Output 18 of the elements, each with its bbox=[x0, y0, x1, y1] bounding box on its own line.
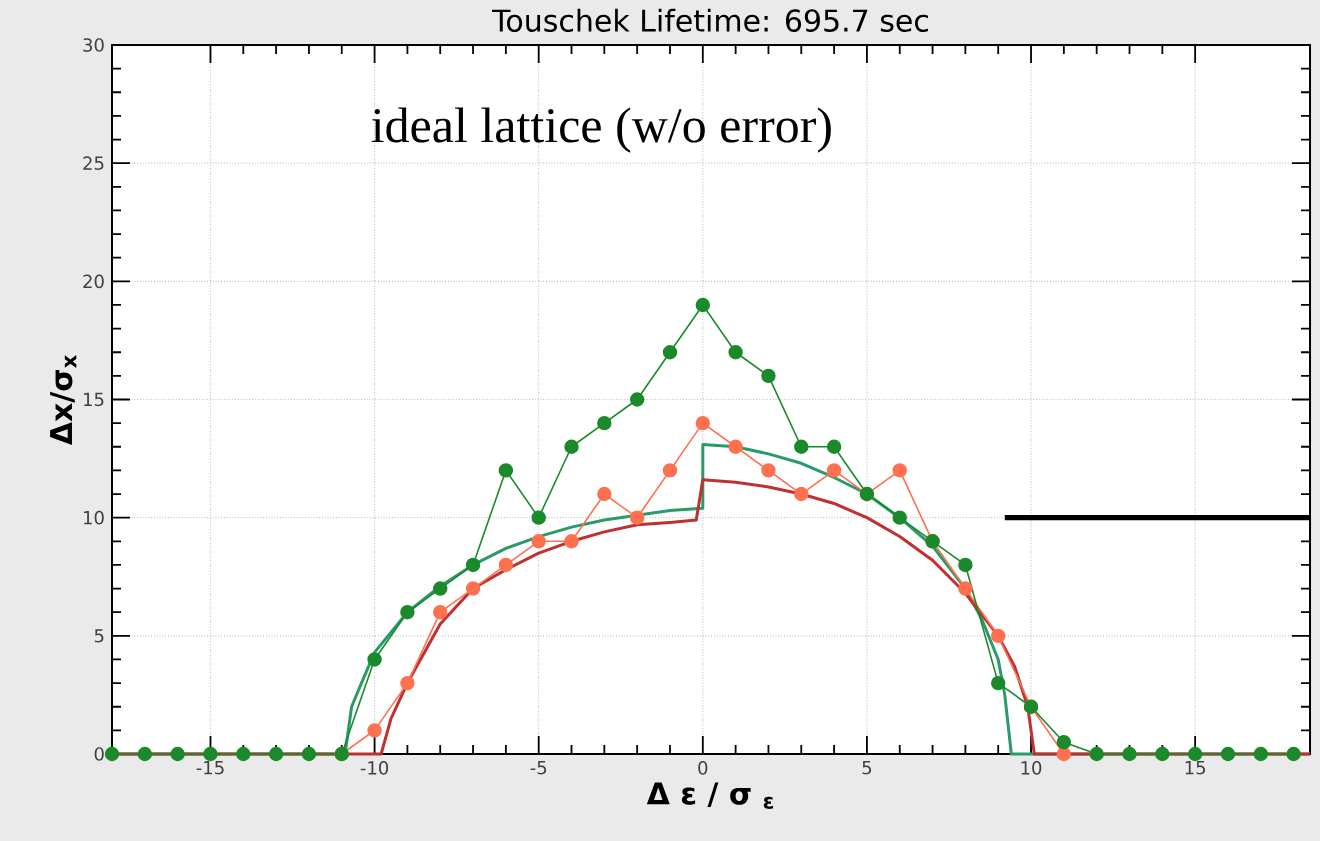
y-axis-title: Δx/σ$_{x}$ bbox=[50, 355, 77, 446]
x-tick-label: -10 bbox=[360, 761, 389, 775]
y-tick-label: 25 bbox=[83, 156, 104, 170]
annotation: ideal lattice (w/o error) bbox=[371, 107, 831, 153]
chart-title: Touschek Lifetime: 695.7 sec bbox=[492, 8, 928, 32]
x-tick-label: -5 bbox=[530, 761, 547, 775]
x-tick-label: 10 bbox=[1021, 761, 1042, 775]
x-tick-label: -15 bbox=[196, 761, 224, 775]
y-tick-label: 15 bbox=[84, 392, 104, 407]
y-tick-label: 30 bbox=[83, 38, 104, 52]
x-tick-label: 15 bbox=[1185, 761, 1206, 775]
y-tick-label: 0 bbox=[94, 747, 104, 761]
y-tick-label: 20 bbox=[83, 274, 104, 289]
x-tick-label: 5 bbox=[862, 761, 872, 775]
y-tick-label: 5 bbox=[94, 629, 104, 643]
x-axis-title: Δ ε / σ $_{ε}$ bbox=[646, 782, 774, 809]
y-tick-label: 10 bbox=[84, 510, 104, 525]
x-tick-label: 0 bbox=[698, 761, 708, 775]
